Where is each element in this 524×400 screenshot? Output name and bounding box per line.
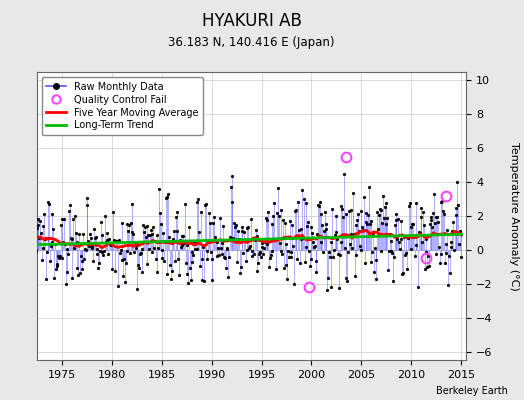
Text: Berkeley Earth: Berkeley Earth (436, 386, 508, 396)
Y-axis label: Temperature Anomaly (°C): Temperature Anomaly (°C) (509, 142, 519, 290)
Text: 36.183 N, 140.416 E (Japan): 36.183 N, 140.416 E (Japan) (168, 36, 335, 49)
Legend: Raw Monthly Data, Quality Control Fail, Five Year Moving Average, Long-Term Tren: Raw Monthly Data, Quality Control Fail, … (41, 77, 203, 135)
Text: HYAKURI AB: HYAKURI AB (202, 12, 301, 30)
